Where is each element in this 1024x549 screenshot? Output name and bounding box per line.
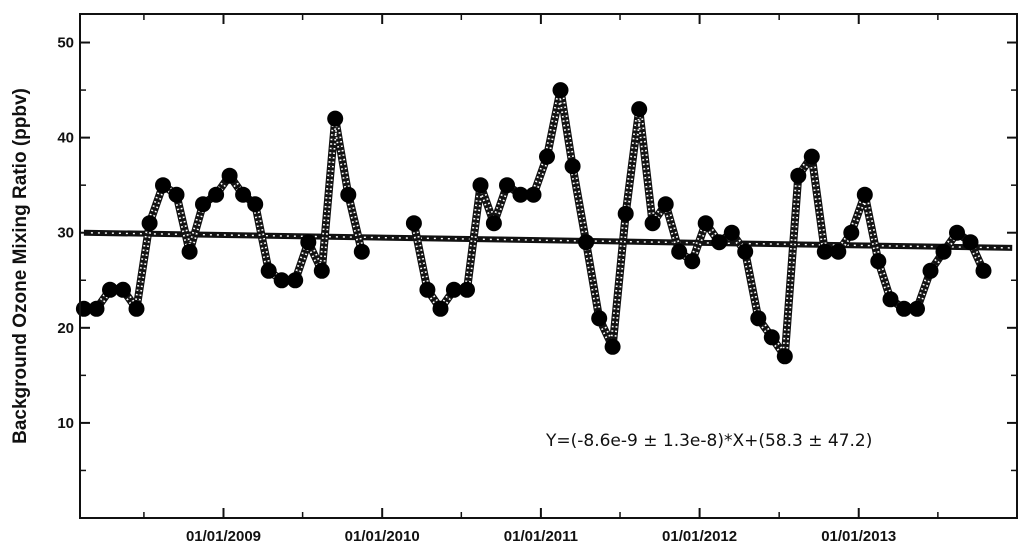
data-point (208, 186, 225, 203)
y-axis-title: Background Ozone Mixing Ratio (ppbv) (10, 88, 31, 444)
data-point (195, 196, 211, 213)
data-point (896, 300, 912, 317)
data-point (684, 253, 701, 270)
data-point (909, 300, 925, 317)
data-point (962, 234, 979, 251)
data-point (353, 243, 370, 260)
data-point (300, 234, 317, 251)
plot-frame (79, 13, 1018, 519)
data-point (604, 338, 621, 355)
data-point (155, 177, 171, 194)
data-point (723, 224, 740, 241)
data-point (711, 234, 728, 251)
data-point (750, 310, 767, 327)
y-tick-label: 40 (57, 130, 74, 147)
data-point (273, 272, 290, 289)
data-point (247, 196, 264, 213)
data-point (671, 243, 688, 260)
regression-equation: Y=(-8.6e-9 ± 1.3e-8)*X+(58.3 ± 47.2) (545, 431, 872, 451)
data-point (260, 262, 277, 279)
y-tick-label: 20 (57, 320, 74, 337)
data-point (313, 262, 330, 279)
x-tick-label: 01/01/2012 (662, 528, 737, 545)
data-point (617, 205, 634, 222)
data-point (949, 224, 965, 241)
series-line (83, 114, 366, 313)
data-point (776, 348, 793, 365)
data-point (578, 234, 595, 251)
y-tick-label: 30 (57, 225, 74, 242)
data-point (459, 281, 475, 298)
data-point (327, 110, 344, 127)
data-point (697, 215, 714, 232)
data-point (525, 186, 542, 203)
data-point (843, 224, 860, 241)
data-point (882, 291, 899, 308)
x-tick-label: 01/01/2010 (345, 528, 420, 545)
data-point (790, 167, 807, 184)
data-point (657, 196, 674, 213)
data-point (419, 281, 436, 298)
data-point (405, 215, 422, 232)
data-point (168, 186, 185, 203)
data-point (922, 262, 939, 279)
data-point (870, 253, 887, 270)
data-point (340, 186, 357, 203)
data-point (644, 215, 661, 232)
data-point (856, 186, 873, 203)
data-point (737, 243, 754, 260)
data-point (181, 243, 198, 260)
data-point (763, 329, 780, 346)
data-point (552, 82, 569, 99)
chart-marks (75, 82, 1013, 365)
axis-ticks: 10 20 30 40 50 01/01/2009 01/01/2010 01/01/2011… (57, 14, 1017, 545)
data-point (432, 300, 449, 317)
data-point (221, 167, 238, 184)
data-point (512, 186, 529, 203)
data-point (445, 281, 462, 298)
series-line-stripes-dark (83, 118, 363, 312)
data-point (564, 158, 581, 175)
data-point (485, 215, 502, 232)
data-point (128, 300, 145, 317)
x-tick-label: 01/01/2011 (504, 528, 578, 545)
data-point (935, 243, 952, 260)
data-point (88, 300, 105, 317)
data-point (141, 215, 158, 232)
y-tick-label: 10 (57, 415, 74, 432)
data-point (235, 186, 252, 203)
data-point (816, 243, 833, 260)
data-point (975, 262, 992, 279)
data-point (115, 281, 131, 298)
data-point (803, 148, 820, 165)
data-point (102, 281, 118, 298)
x-tick-label: 01/01/2013 (821, 528, 896, 545)
trend-line-pattern (83, 232, 1013, 249)
series-line-stripes-white (83, 118, 365, 317)
x-tick-label: 01/01/2009 (186, 528, 261, 545)
data-point (631, 101, 648, 118)
data-point (591, 310, 608, 327)
data-point (830, 243, 847, 260)
data-point (472, 177, 489, 194)
data-point (287, 272, 304, 289)
data-point (499, 177, 515, 194)
data-point (539, 148, 555, 165)
y-tick-label: 50 (57, 35, 74, 52)
